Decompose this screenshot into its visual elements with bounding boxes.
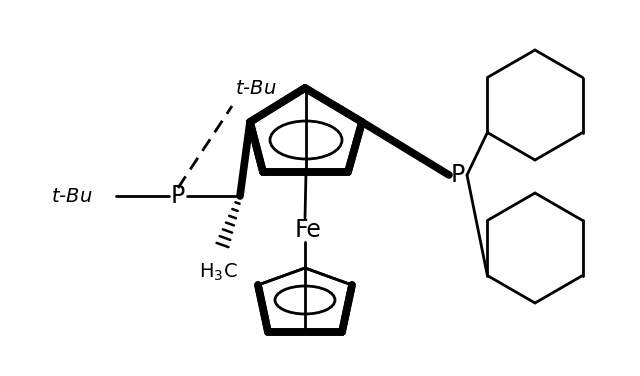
Text: Fe: Fe xyxy=(294,218,321,242)
Polygon shape xyxy=(250,88,362,172)
Text: P: P xyxy=(171,184,185,208)
Text: $t$-Bu: $t$-Bu xyxy=(235,79,276,97)
Text: H$_3$C: H$_3$C xyxy=(198,261,237,283)
Text: $t$-Bu: $t$-Bu xyxy=(51,186,93,206)
Text: P: P xyxy=(451,163,465,187)
Polygon shape xyxy=(258,268,352,332)
